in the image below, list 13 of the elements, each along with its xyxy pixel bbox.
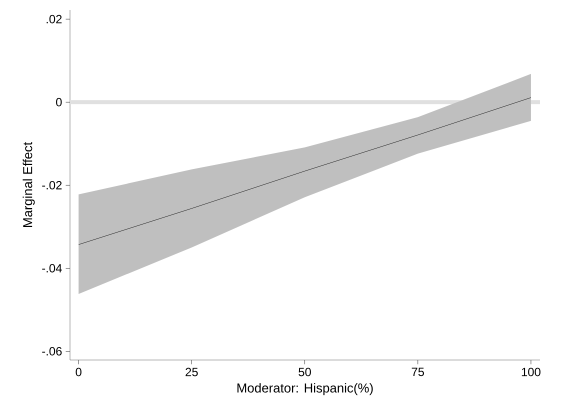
y-tick-label: .02 [46, 14, 62, 24]
x-tick-label: 25 [186, 368, 198, 376]
y-tick-label: -.02 [42, 180, 62, 190]
y-tick-label: 0 [56, 98, 62, 106]
y-tick-label: -.04 [42, 264, 62, 272]
line-series [78, 97, 532, 245]
x-tick-label: 100 [522, 368, 540, 376]
x-axis-title: Moderator: Hispanic(%) [237, 383, 373, 396]
y-tick-label: -.06 [42, 347, 62, 356]
y-axis-title: Marginal Effect [22, 142, 35, 228]
x-tick-label: 75 [412, 368, 424, 376]
x-tick-label: 0 [76, 368, 82, 376]
x-tick-label: 50 [298, 368, 311, 376]
